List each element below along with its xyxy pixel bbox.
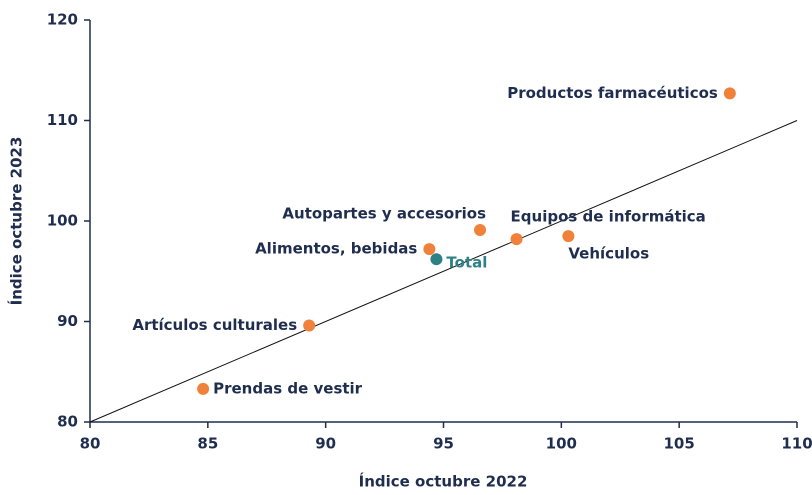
y-tick-label: 120 (47, 11, 78, 29)
y-axis-label: Índice octubre 2023 (7, 137, 26, 306)
point (423, 243, 436, 256)
point-label: Artículos culturales (132, 316, 297, 334)
point-label: Autopartes y accesorios (282, 205, 486, 223)
point (430, 253, 443, 266)
point (510, 233, 523, 246)
x-tick-label: 90 (315, 435, 336, 453)
point (723, 87, 736, 100)
point-label: Vehículos (568, 245, 649, 263)
x-tick-label: 95 (433, 435, 454, 453)
point (303, 319, 316, 332)
point (197, 382, 210, 395)
reference-line (89, 120, 798, 423)
point-label: Total (446, 254, 487, 272)
point-label: Prendas de vestir (213, 379, 363, 397)
x-axis-label: Índice octubre 2022 (359, 472, 528, 491)
y-tick-label: 90 (57, 312, 78, 330)
x-tick-label: 100 (546, 435, 577, 453)
point-label: Alimentos, bebidas (255, 240, 417, 258)
x-tick-label: 105 (664, 435, 695, 453)
y-tick-label: 110 (47, 111, 78, 129)
point (474, 224, 487, 237)
x-tick-label: 80 (80, 435, 101, 453)
point-label: Equipos de informática (511, 208, 706, 226)
point (562, 230, 575, 243)
x-tick-label: 85 (197, 435, 218, 453)
y-tick-label: 80 (57, 413, 78, 431)
y-tick-label: 100 (47, 212, 78, 230)
x-tick-label: 110 (781, 435, 812, 453)
point-label: Productos farmacéuticos (507, 84, 718, 102)
